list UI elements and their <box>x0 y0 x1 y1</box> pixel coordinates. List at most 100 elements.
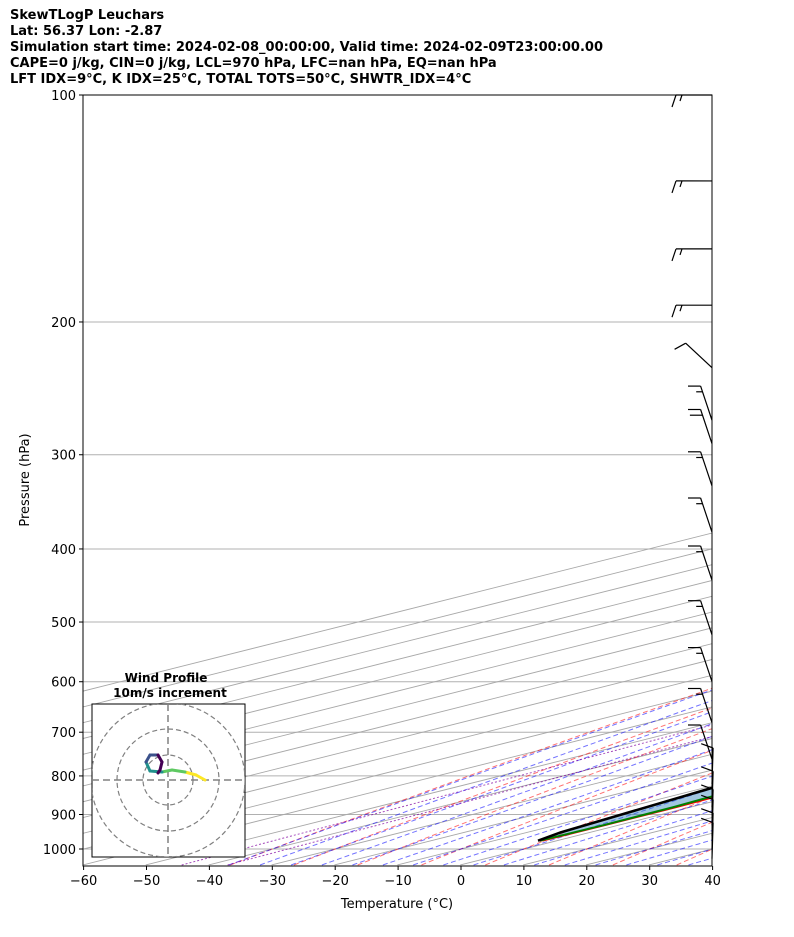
isotherm-line <box>397 785 712 866</box>
y-tick-label: 400 <box>51 543 76 558</box>
barb-shaft <box>711 747 714 785</box>
hodograph-segment <box>170 768 187 774</box>
x-tick-label: −10 <box>384 874 411 889</box>
moist-adiabat <box>321 723 712 866</box>
x-axis: −60 −50 −40 −30 −20 −10 0 10 20 30 40 <box>70 866 721 889</box>
wind-barb <box>688 545 713 581</box>
moist-adiabat <box>688 857 712 866</box>
wind-barb <box>671 180 713 194</box>
moist-adiabat <box>382 749 712 866</box>
y-tick-label: 1000 <box>43 843 76 858</box>
x-tick-label: 40 <box>704 874 721 889</box>
y-tick-label: 300 <box>51 449 76 464</box>
y-tick-label: 700 <box>51 726 76 741</box>
dry-adiabat <box>357 728 712 866</box>
hodograph-segment <box>183 770 198 777</box>
y-tick-label: 100 <box>51 89 76 104</box>
time-line: Simulation start time: 2024-02-08_00:00:… <box>10 40 603 55</box>
x-tick-label: −30 <box>259 874 286 889</box>
isotherm-line <box>83 580 712 739</box>
location-line: Lat: 56.37 Lon: -2.87 <box>10 24 163 39</box>
inset-subtitle: 10m/s increment <box>113 686 227 700</box>
isotherm-line <box>145 722 712 866</box>
barb-flag <box>700 794 714 801</box>
moist-adiabat <box>595 830 712 866</box>
y-tick-label: 500 <box>51 616 76 631</box>
wind-barb <box>700 743 714 785</box>
wind-barb <box>700 817 714 859</box>
reference-lines <box>181 95 794 866</box>
barb-flag <box>671 94 677 108</box>
dry-adiabat <box>676 848 712 866</box>
wind-barb <box>671 304 713 318</box>
x-tick-label: 10 <box>516 874 533 889</box>
y-tick-label: 600 <box>51 676 76 691</box>
isotherm-line <box>271 753 712 866</box>
dry-adiabat <box>548 796 712 866</box>
isotherm-line <box>83 690 712 850</box>
wind-barb <box>688 497 713 533</box>
hodograph-segment <box>144 760 152 773</box>
isotherm-line <box>83 706 712 866</box>
wind-profile-inset: Wind Profile 10m/s increment <box>91 671 246 858</box>
wind-barb <box>671 94 712 108</box>
wind-barb <box>688 451 713 487</box>
barb-shaft <box>711 822 714 859</box>
moist-adiabat <box>228 689 712 866</box>
temperature-line <box>542 796 712 842</box>
wind-barb <box>688 687 713 723</box>
barb-flag <box>700 808 714 814</box>
dewpoint-line <box>539 795 712 842</box>
wind-barb <box>671 248 713 262</box>
wind-barb <box>688 646 713 682</box>
dry-adiabat <box>740 95 794 865</box>
x-tick-label: −50 <box>133 874 160 889</box>
chart-title: SkewTLogP Leuchars <box>10 8 165 23</box>
isotherm-line <box>334 769 712 866</box>
barb-flag <box>700 784 714 790</box>
isotherm-line <box>83 627 712 787</box>
barb-shaft <box>700 724 713 760</box>
barb-half-flag <box>679 180 683 188</box>
data-series <box>537 786 712 842</box>
moist-adiabat <box>534 810 712 866</box>
y-tick-label: 900 <box>51 808 76 823</box>
barb-half-flag <box>679 305 683 312</box>
dry-adiabat <box>230 687 712 866</box>
cin-shading-area <box>538 787 712 841</box>
isotherm-line <box>83 674 712 834</box>
barb-half-flag <box>679 94 683 102</box>
barb-half-flag <box>679 248 683 256</box>
wind-barb <box>688 385 713 421</box>
wind-barb <box>674 342 713 369</box>
barb-flag <box>700 817 714 824</box>
plot-frame <box>82 94 713 867</box>
wind-barb <box>688 724 713 760</box>
barb-flag <box>671 248 677 262</box>
wind-barb <box>688 600 713 636</box>
y-tick-label: 200 <box>51 316 76 331</box>
mixing-ratio-line <box>227 736 712 866</box>
moist-adiabat <box>503 799 712 866</box>
y-axis: 100 200 300 400 500 600 700 800 900 1000 <box>43 89 83 858</box>
y-tick-label: 800 <box>51 770 76 785</box>
mixing-ratio-line <box>181 724 712 866</box>
indices-line-2: LFT IDX=9°C, K IDX=25°C, TOTAL TOTS=50°C… <box>10 72 472 87</box>
isotherm-line <box>460 801 712 866</box>
moist-adiabat <box>657 848 712 866</box>
x-tick-label: 30 <box>641 874 658 889</box>
isotherm-line <box>523 817 712 866</box>
dry-adiabat <box>485 772 712 866</box>
barb-shaft <box>685 342 713 369</box>
indices-line-1: CAPE=0 j/kg, CIN=0 j/kg, LCL=970 hPa, LF… <box>10 56 497 71</box>
x-axis-label: Temperature (°C) <box>340 897 453 912</box>
moist-adiabat <box>352 735 712 866</box>
x-tick-label: 0 <box>457 874 465 889</box>
y-axis-label: Pressure (hPa) <box>18 433 33 526</box>
wind-barbs <box>671 94 714 859</box>
barb-flag <box>674 342 686 350</box>
x-tick-label: −20 <box>321 874 348 889</box>
barb-flag <box>671 305 677 318</box>
x-tick-label: −60 <box>70 874 97 889</box>
